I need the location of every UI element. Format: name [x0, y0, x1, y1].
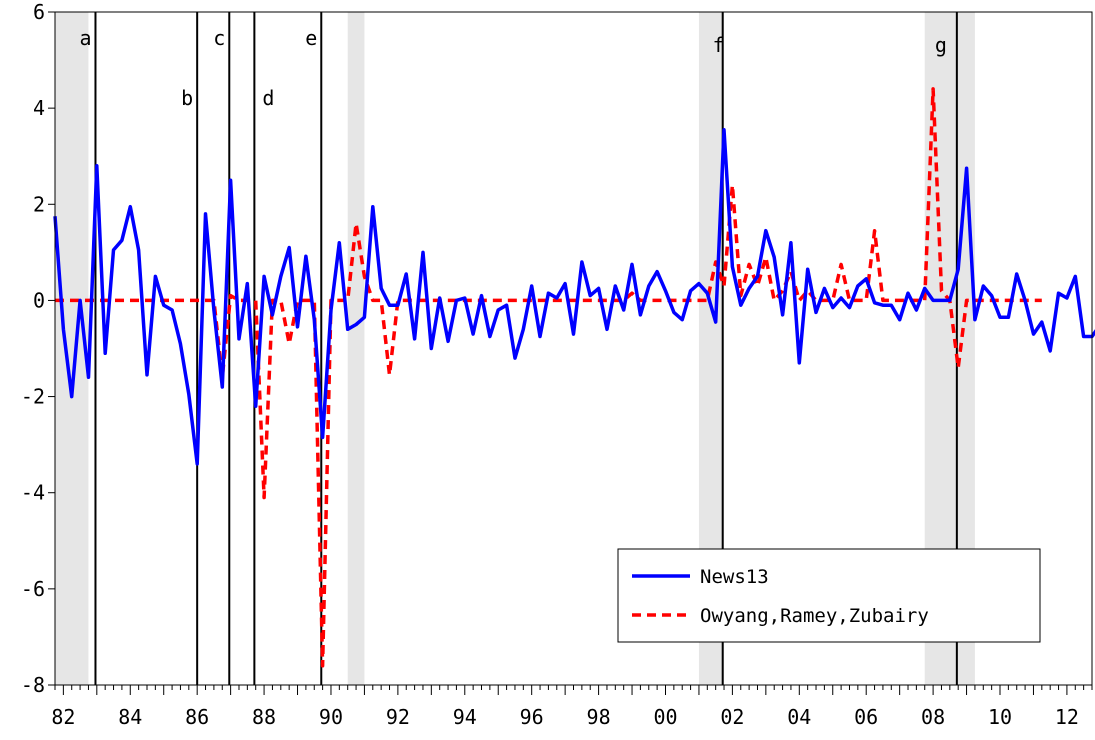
- x-tick-label: 98: [587, 705, 611, 729]
- x-tick-label: 90: [319, 705, 343, 729]
- event-label-g: g: [935, 33, 947, 57]
- y-tick-label: 4: [33, 96, 45, 120]
- event-label-a: a: [79, 26, 91, 50]
- x-tick-label: 06: [854, 705, 878, 729]
- x-tick-label: 10: [988, 705, 1012, 729]
- x-tick-label: 96: [520, 705, 544, 729]
- recession-band-2: [347, 12, 365, 685]
- y-tick-label: -4: [21, 481, 45, 505]
- x-tick-label: 82: [51, 705, 75, 729]
- y-tick-label: -8: [21, 673, 45, 697]
- y-tick-label: 2: [33, 192, 45, 216]
- y-tick-label: -6: [21, 577, 45, 601]
- event-label-d: d: [262, 86, 274, 110]
- y-tick-label: 6: [33, 0, 45, 24]
- event-label-f: f: [713, 33, 725, 57]
- event-markers: a b c d e f g: [79, 12, 958, 685]
- legend-label-orz: Owyang,Ramey,Zubairy: [700, 605, 929, 627]
- legend: News13 Owyang,Ramey,Zubairy: [617, 548, 1041, 643]
- legend-box: [617, 548, 1041, 643]
- x-tick-label: 84: [118, 705, 142, 729]
- series-lines: [53, 87, 1095, 668]
- y-tick-label: -2: [21, 385, 45, 409]
- legend-label-news13: News13: [700, 566, 769, 588]
- event-label-c: c: [213, 26, 225, 50]
- x-tick-label: 08: [921, 705, 945, 729]
- x-axis: 82 84 86 88 90 92 94 96 98 00 02 04 06 08 10 12: [51, 685, 1093, 729]
- series-line-news13: [53, 128, 1095, 466]
- x-tick-label: 88: [252, 705, 276, 729]
- x-tick-label: 02: [720, 705, 744, 729]
- y-axis: 6 4 2 0 -2 -4 -6 -8: [21, 0, 55, 697]
- event-label-b: b: [181, 86, 193, 110]
- x-tick-label: 86: [185, 705, 209, 729]
- x-tick-label: 12: [1055, 705, 1079, 729]
- x-tick-label: 00: [653, 705, 677, 729]
- x-tick-label: 04: [787, 705, 811, 729]
- y-tick-label: 0: [33, 288, 45, 312]
- recession-band-1: [55, 12, 89, 685]
- x-tick-label: 94: [453, 705, 477, 729]
- event-label-e: e: [305, 26, 317, 50]
- x-tick-label: 92: [386, 705, 410, 729]
